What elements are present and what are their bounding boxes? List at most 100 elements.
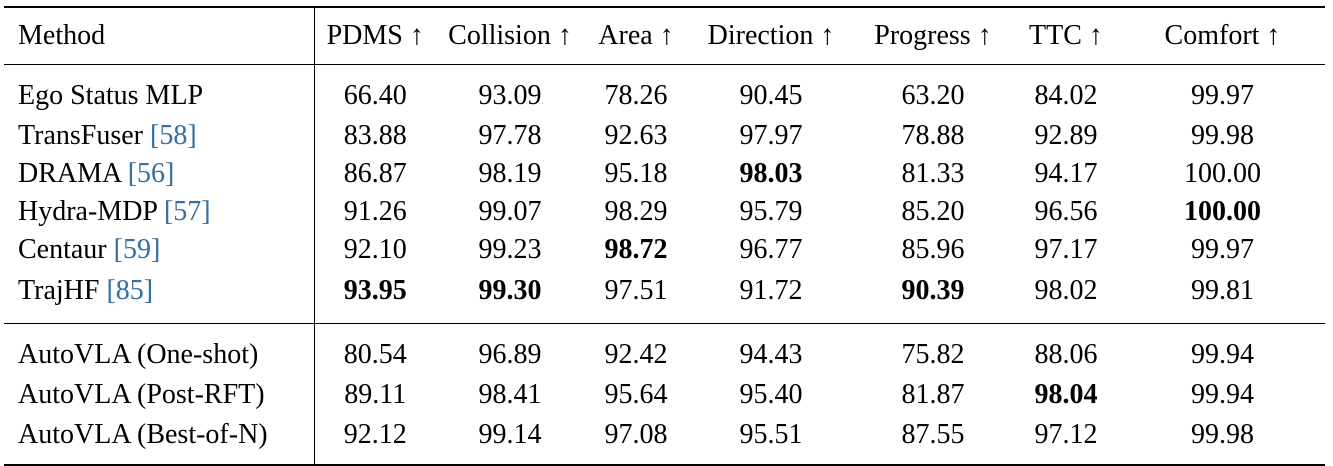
method-name: Hydra-MDP [18,196,164,227]
method-name: AutoVLA (Post-RFT) [18,379,265,410]
progress-cell: 85.96 [901,234,965,265]
direction-cell: 90.45 [739,80,803,111]
direction-cell: 95.51 [739,419,803,450]
area-cell: 97.08 [604,419,668,450]
method-cell: Ego Status MLP [4,64,315,117]
ttc-cell: 97.12 [1034,419,1098,450]
area-cell: 95.18 [604,158,668,189]
method-name: TransFuser [18,120,150,151]
header-comfort: Comfort ↑ [1164,20,1281,51]
collision-cell: 96.89 [478,339,542,370]
ttc-cell-best: 98.04 [1034,379,1098,410]
ttc-cell: 84.02 [1034,80,1098,111]
table-row: AutoVLA (Best-of-N) 92.12 99.14 97.08 95… [4,414,1325,465]
results-table-container: Method PDMS ↑ Collision ↑ Area ↑ Directi… [4,6,1325,466]
progress-cell-best: 90.39 [901,275,965,306]
method-name: DRAMA [18,158,128,189]
direction-cell: 97.97 [739,120,803,151]
header-pdms: PDMS ↑ [326,20,424,51]
method-cell: TransFuser [58] [4,117,315,155]
pdms-cell: 66.40 [343,80,407,111]
method-cell: Centaur [59] [4,231,315,269]
comfort-cell: 99.98 [1191,419,1254,450]
direction-cell: 91.72 [739,275,803,306]
progress-cell: 81.87 [901,379,965,410]
collision-cell: 93.09 [478,80,542,111]
pdms-cell: 92.12 [343,419,407,450]
direction-cell: 95.79 [739,196,803,227]
direction-cell: 95.40 [739,379,803,410]
comfort-cell: 99.97 [1191,234,1254,265]
citation-link[interactable]: [58] [150,120,197,151]
method-name: Ego Status MLP [18,80,204,111]
method-cell: Hydra-MDP [57] [4,193,315,231]
method-cell: AutoVLA (Post-RFT) [4,376,315,414]
comfort-cell: 99.94 [1191,339,1254,370]
method-cell: AutoVLA (One-shot) [4,323,315,376]
table-row: Centaur [59] 92.10 99.23 98.72 96.77 85.… [4,231,1325,269]
header-collision: Collision ↑ [448,20,572,51]
baseline-methods-group: Ego Status MLP 66.40 93.09 78.26 90.45 6… [4,64,1325,324]
pdms-cell: 89.11 [344,379,407,410]
area-cell-best: 98.72 [604,234,668,265]
progress-cell: 78.88 [901,120,965,151]
area-cell: 95.64 [604,379,668,410]
ttc-cell: 88.06 [1034,339,1098,370]
direction-cell: 94.43 [739,339,803,370]
area-cell: 92.42 [604,339,668,370]
ttc-cell: 94.17 [1034,158,1098,189]
citation-link[interactable]: [57] [163,196,211,227]
citation-link[interactable]: [59] [113,234,161,265]
area-cell: 92.63 [604,120,668,151]
collision-cell-best: 99.30 [478,275,542,306]
area-cell: 78.26 [604,80,668,111]
ttc-cell: 96.56 [1034,196,1098,227]
direction-cell: 96.77 [739,234,803,265]
pdms-cell: 92.10 [343,234,407,265]
header-method: Method [4,7,315,65]
collision-cell: 97.78 [478,120,542,151]
table-row: AutoVLA (One-shot) 80.54 96.89 92.42 94.… [4,323,1325,376]
comfort-cell: 99.97 [1191,80,1254,111]
table-row: Hydra-MDP [57] 91.26 99.07 98.29 95.79 8… [4,193,1325,231]
ttc-cell: 92.89 [1034,120,1098,151]
progress-cell: 63.20 [901,80,965,111]
results-table: Method PDMS ↑ Collision ↑ Area ↑ Directi… [4,6,1325,466]
collision-cell: 98.41 [478,379,542,410]
method-name: TrajHF [18,275,107,306]
comfort-cell: 99.81 [1191,275,1254,306]
table-row: AutoVLA (Post-RFT) 89.11 98.41 95.64 95.… [4,376,1325,414]
table-row: DRAMA [56] 86.87 98.19 95.18 98.03 81.33… [4,155,1325,193]
method-cell: TrajHF [85] [4,269,315,324]
progress-cell: 87.55 [901,419,965,450]
progress-cell: 81.33 [901,158,965,189]
header-direction: Direction ↑ [707,20,835,51]
autovla-methods-group: AutoVLA (One-shot) 80.54 96.89 92.42 94.… [4,323,1325,465]
table-row: TransFuser [58] 83.88 97.78 92.63 97.97 … [4,117,1325,155]
method-name: Centaur [18,234,114,265]
pdms-cell: 86.87 [343,158,407,189]
header-progress: Progress ↑ [874,20,992,51]
method-name: AutoVLA (Best-of-N) [18,419,268,450]
method-cell: DRAMA [56] [4,155,315,193]
citation-link[interactable]: [85] [106,275,154,306]
header-row: Method PDMS ↑ Collision ↑ Area ↑ Directi… [4,7,1325,65]
ttc-cell: 98.02 [1034,275,1098,306]
pdms-cell-best: 93.95 [343,275,407,306]
area-cell: 97.51 [604,275,668,306]
table-row: Ego Status MLP 66.40 93.09 78.26 90.45 6… [4,64,1325,117]
collision-cell: 99.23 [478,234,542,265]
comfort-cell: 99.94 [1191,379,1254,410]
table-header: Method PDMS ↑ Collision ↑ Area ↑ Directi… [4,7,1325,65]
progress-cell: 85.20 [901,196,965,227]
header-ttc: TTC ↑ [1029,20,1103,51]
collision-cell: 99.07 [478,196,542,227]
pdms-cell: 91.26 [343,196,407,227]
citation-link[interactable]: [56] [127,158,175,189]
collision-cell: 98.19 [478,158,542,189]
header-area: Area ↑ [598,20,674,51]
comfort-cell-best: 100.00 [1184,196,1261,227]
ttc-cell: 97.17 [1034,234,1098,265]
pdms-cell: 80.54 [343,339,407,370]
collision-cell: 99.14 [478,419,542,450]
